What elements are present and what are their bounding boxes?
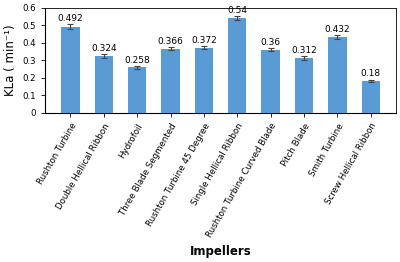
Text: 0.366: 0.366 (158, 37, 184, 46)
Y-axis label: KLa ( min⁻¹): KLa ( min⁻¹) (4, 24, 17, 96)
X-axis label: Impellers: Impellers (190, 245, 252, 258)
Text: 0.492: 0.492 (58, 14, 83, 23)
Bar (61, 26, 80, 112)
Bar (228, 18, 246, 112)
Text: 0.54: 0.54 (227, 6, 247, 15)
Text: 0.432: 0.432 (324, 25, 350, 34)
Bar (328, 37, 346, 112)
Text: 0.312: 0.312 (291, 46, 317, 55)
Bar (362, 81, 380, 112)
Bar (161, 48, 180, 112)
Bar (128, 67, 146, 112)
Text: 0.258: 0.258 (124, 56, 150, 65)
Text: 0.372: 0.372 (191, 36, 217, 45)
Bar (195, 47, 213, 112)
Bar (295, 58, 313, 112)
Text: 0.36: 0.36 (260, 38, 281, 47)
Text: 0.18: 0.18 (361, 69, 381, 78)
Bar (262, 50, 280, 112)
Text: 0.324: 0.324 (91, 44, 117, 53)
Bar (95, 56, 113, 112)
